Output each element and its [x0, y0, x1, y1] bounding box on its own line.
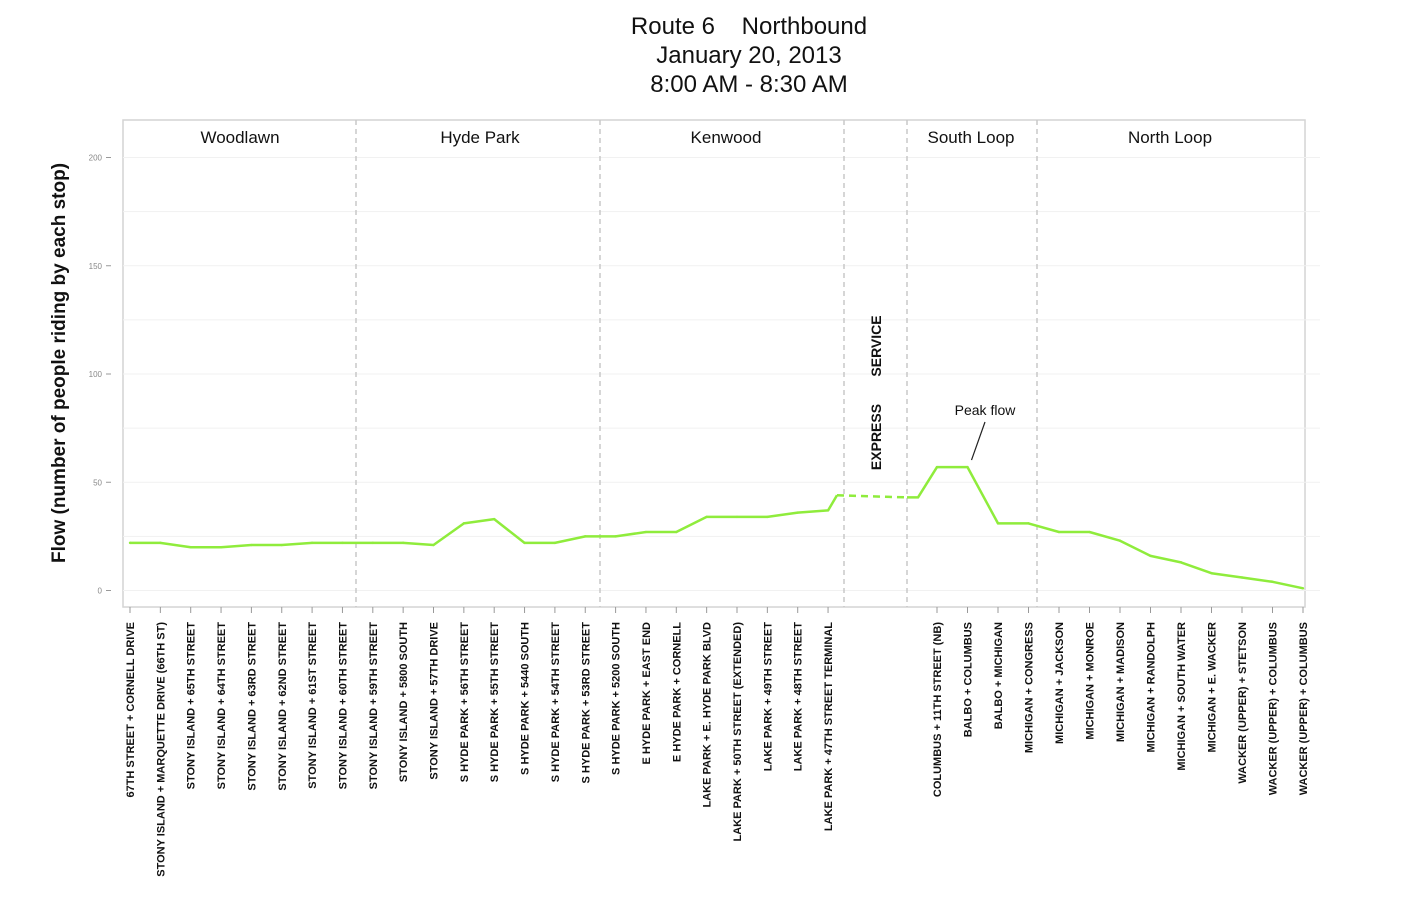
data-point — [189, 546, 192, 549]
data-point — [493, 517, 496, 521]
y-tick-label: 150 — [89, 262, 103, 271]
data-point — [1027, 522, 1030, 525]
x-tick-label: LAKE PARK + 47TH STREET TERMINAL — [823, 622, 835, 831]
data-point — [401, 541, 405, 545]
x-tick-label: STONY ISLAND + 65TH STREET — [186, 622, 198, 790]
x-tick-label: LAKE PARK + 48TH STREET — [793, 622, 805, 772]
data-point — [250, 543, 253, 547]
data-point — [432, 543, 435, 547]
data-point — [735, 515, 739, 519]
x-tick-label: LAKE PARK + 49TH STREET — [762, 622, 774, 772]
x-tick-label: S HYDE PARK + 55TH STREET — [489, 622, 501, 783]
x-tick-label: S HYDE PARK + 5440 SOUTH — [520, 622, 532, 775]
data-point — [996, 522, 1000, 525]
data-point — [371, 541, 374, 545]
x-tick-label: STONY ISLAND + 59TH STREET — [368, 622, 380, 790]
data-point — [1301, 587, 1305, 590]
data-point — [1271, 580, 1274, 584]
data-point — [675, 530, 678, 534]
x-tick-label: WACKER (UPPER) + COLUMBUS — [1268, 622, 1280, 795]
x-tick-label: COLUMBUS + 11TH STREET (NB) — [932, 622, 944, 797]
peak-flow-pointer — [970, 421, 986, 461]
x-tick-label: STONY ISLAND + 61ST STREET — [307, 622, 319, 789]
x-tick-label: LAKE PARK + E. HYDE PARK BLVD — [702, 622, 714, 808]
x-tick-label: STONY ISLAND + 64TH STREET — [216, 622, 228, 790]
x-tick-label: 67TH STREET + CORNELL DRIVE — [125, 622, 137, 798]
x-tick-label: S HYDE PARK + 56TH STREET — [459, 622, 471, 783]
data-point — [159, 541, 162, 545]
x-tick-label: S HYDE PARK + 5200 SOUTH — [611, 622, 623, 775]
data-point — [966, 465, 969, 469]
x-tick-label: BALBO + MICHIGAN — [993, 622, 1005, 729]
data-point — [826, 509, 830, 512]
x-tick-label: MICHIGAN + JACKSON — [1054, 622, 1066, 744]
x-tick-label: STONY ISLAND + 62ND STREET — [277, 622, 289, 791]
data-point — [1057, 530, 1061, 534]
x-tick-label: MICHIGAN + RANDOLPH — [1146, 622, 1158, 753]
neighborhood-label: South Loop — [928, 128, 1015, 147]
x-tick-label: E HYDE PARK + CORNELL — [671, 622, 683, 762]
peak-flow-annotation: Peak flow — [955, 402, 1017, 418]
x-tick-label: S HYDE PARK + 53RD STREET — [580, 622, 592, 784]
x-tick-label: WACKER (UPPER) + STETSON — [1237, 622, 1249, 784]
neighborhood-label: Hyde Park — [440, 128, 520, 147]
data-point — [796, 511, 799, 514]
y-tick-label: 50 — [93, 478, 102, 487]
data-point — [310, 541, 314, 545]
x-tick-label: STONY ISLAND + 60TH STREET — [337, 622, 349, 790]
data-point — [1149, 554, 1152, 558]
x-tick-label: LAKE PARK + 50TH STREET (EXTENDED) — [732, 622, 744, 842]
data-point — [766, 515, 769, 519]
data-point — [341, 541, 344, 545]
data-point — [1179, 561, 1183, 564]
x-tick-label: MICHIGAN + E. WACKER — [1207, 622, 1219, 753]
y-tick-label: 200 — [89, 154, 103, 163]
data-point — [523, 541, 526, 545]
express-label-service: SERVICE — [868, 315, 884, 376]
x-tick-label: STONY ISLAND + 5800 SOUTH — [398, 622, 410, 782]
x-tick-label: E HYDE PARK + EAST END — [641, 622, 653, 765]
express-label-express: EXPRESS — [868, 404, 884, 470]
neighborhood-label: Kenwood — [691, 128, 762, 147]
neighborhood-label: North Loop — [1128, 128, 1212, 147]
data-point — [219, 546, 223, 549]
y-tick-label: 0 — [98, 587, 103, 596]
x-tick-label: STONY ISLAND + 57TH DRIVE — [429, 622, 441, 780]
data-point — [614, 535, 617, 538]
x-tick-label: MICHIGAN + SOUTH WATER — [1176, 622, 1188, 771]
data-point — [280, 543, 283, 547]
data-point — [128, 541, 132, 545]
data-point — [1210, 571, 1213, 575]
x-tick-label: STONY ISLAND + 63RD STREET — [246, 622, 258, 791]
data-point — [935, 465, 939, 469]
data-point — [553, 541, 557, 545]
x-tick-label: S HYDE PARK + 54TH STREET — [550, 622, 562, 783]
title-line-2: January 20, 2013 — [656, 42, 842, 69]
data-point — [1240, 576, 1244, 579]
x-tick-label: STONY ISLAND + MARQUETTE DRIVE (66TH ST) — [155, 622, 167, 877]
data-point — [462, 522, 466, 525]
data-point — [1088, 530, 1091, 534]
x-tick-label: BALBO + COLUMBUS — [963, 622, 975, 737]
data-point — [1118, 539, 1122, 542]
x-tick-label: WACKER (UPPER) + COLUMBUS — [1298, 622, 1310, 795]
x-tick-label: MICHIGAN + MONROE — [1085, 622, 1097, 740]
data-point — [644, 530, 648, 534]
x-tick-label: MICHIGAN + CONGRESS — [1024, 622, 1036, 753]
data-point — [584, 535, 587, 538]
x-tick-label: MICHIGAN + MADISON — [1115, 622, 1127, 742]
title-line-3: 8:00 AM - 8:30 AM — [650, 71, 848, 98]
chart-title: Route 6 Northbound January 20, 2013 8:00… — [0, 12, 1404, 99]
y-tick-label: 100 — [89, 370, 103, 379]
title-line-1: Route 6 Northbound — [630, 13, 868, 40]
data-point — [705, 515, 708, 519]
neighborhood-label: Woodlawn — [200, 128, 279, 147]
plot-panel — [122, 119, 1306, 608]
